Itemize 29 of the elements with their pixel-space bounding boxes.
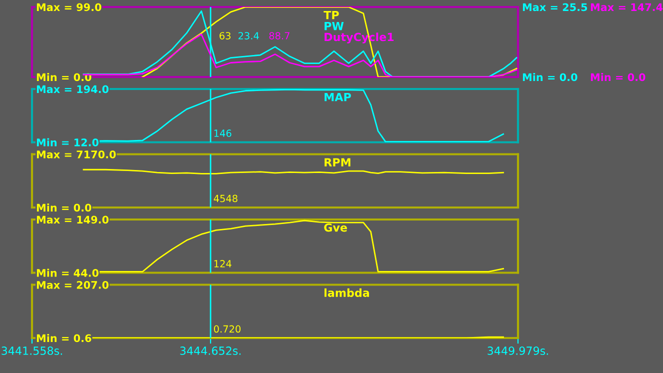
series-label: MAP bbox=[324, 92, 351, 102]
annotation: 146 bbox=[214, 130, 232, 137]
annotation: 124 bbox=[214, 260, 232, 268]
y3-tick-label: Min = 0.0 bbox=[590, 73, 646, 82]
y2-tick-label: Min = 0.0 bbox=[522, 73, 578, 82]
series-label: RPM bbox=[324, 158, 350, 166]
annotation: 4548 bbox=[214, 194, 238, 202]
y-tick-label: Min = 12.0 bbox=[36, 138, 99, 146]
x-tick-label: 3444.652s. bbox=[180, 346, 241, 355]
x-tick-label: 3441.558s. bbox=[2, 346, 62, 355]
x-tick-label: 3449.979s. bbox=[488, 346, 548, 355]
y-tick-label: Max = 7170.0 bbox=[36, 150, 116, 158]
series-label: Gve bbox=[324, 223, 347, 232]
annotation: 88.7 bbox=[269, 32, 290, 40]
y-tick-label: Min = 0.0 bbox=[36, 204, 92, 212]
annotation: 23.4 bbox=[238, 32, 259, 40]
y-tick-label: Max = 194.0 bbox=[36, 85, 109, 94]
y-tick-label: Max = 207.0 bbox=[36, 280, 109, 289]
y-tick-label: Max = 149.0 bbox=[36, 216, 109, 224]
annotation: 0.720 bbox=[214, 325, 241, 333]
y2-tick-label: Max = 25.5 bbox=[522, 3, 588, 12]
text: lambda bbox=[324, 288, 370, 297]
y-tick-label: Max = 99.0 bbox=[36, 3, 102, 12]
annotation: 63 bbox=[220, 32, 230, 40]
text: PW bbox=[324, 22, 344, 30]
series-label: TP bbox=[324, 10, 339, 20]
y-tick-label: Min = 0.6 bbox=[36, 334, 92, 342]
y3-tick-label: Max = 147.4 bbox=[590, 3, 663, 12]
y-tick-label: Min = 44.0 bbox=[36, 268, 99, 277]
